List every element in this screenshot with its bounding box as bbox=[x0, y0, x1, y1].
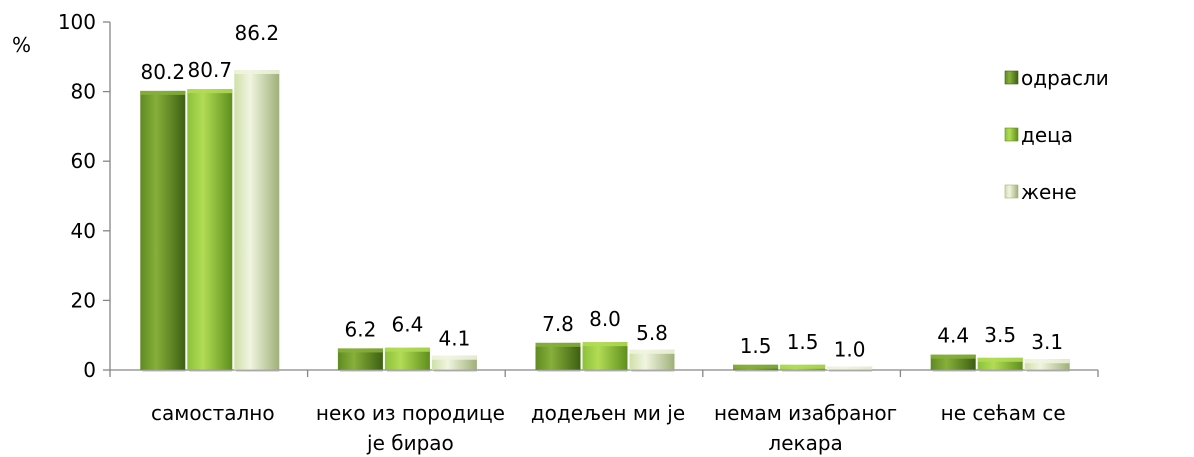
legend: одрасли деца жене bbox=[1004, 66, 1109, 204]
bar-cap bbox=[1024, 359, 1070, 364]
bar-shadow bbox=[829, 369, 873, 372]
bar-shadow bbox=[631, 369, 675, 372]
category-label: додељен ми је bbox=[531, 401, 685, 425]
bar-cap bbox=[733, 364, 779, 369]
bar-shadow bbox=[782, 369, 826, 372]
legend-label: жене bbox=[1021, 180, 1077, 204]
bar-cap bbox=[780, 364, 826, 369]
bar bbox=[187, 89, 233, 370]
bar bbox=[629, 349, 675, 370]
bar-cap bbox=[384, 347, 430, 352]
bar-cap bbox=[977, 357, 1023, 362]
legend-swatch bbox=[1004, 184, 1019, 199]
bar bbox=[582, 342, 628, 370]
bar-shadow bbox=[433, 369, 477, 372]
bar-shadow bbox=[189, 369, 233, 372]
data-label: 6.2 bbox=[344, 317, 376, 341]
bar-cap bbox=[431, 355, 477, 360]
data-label: 8.0 bbox=[589, 307, 621, 331]
axes: 0 20 40 60 80 100% самостално неко из породице ј… bbox=[12, 10, 1099, 455]
bar-cap bbox=[187, 89, 233, 94]
data-label: 7.8 bbox=[542, 312, 574, 336]
data-label: 6.4 bbox=[391, 313, 423, 337]
data-label: 86.2 bbox=[235, 21, 280, 45]
data-label: 1.5 bbox=[787, 330, 819, 354]
bar-cap bbox=[930, 354, 976, 359]
bar-cap bbox=[140, 90, 186, 95]
y-axis-unit: % bbox=[12, 33, 31, 57]
bar-shadow bbox=[537, 369, 581, 372]
legend-item: одрасли bbox=[1004, 66, 1109, 90]
legend-item: жене bbox=[1004, 180, 1077, 204]
bar-shadow bbox=[339, 369, 383, 372]
category-label: самостално bbox=[151, 401, 275, 425]
data-label: 1.0 bbox=[834, 338, 866, 362]
data-labels: 80.2 80.786.2 6.2 6.4 4.1 7.8 8.0 5.8 1.5 1.5 1.0 4… bbox=[141, 21, 1064, 361]
bar-cap bbox=[535, 342, 581, 347]
bar-shadow bbox=[932, 369, 976, 372]
bars bbox=[140, 70, 1070, 372]
bar-shadow bbox=[386, 369, 430, 372]
bar-shadow bbox=[979, 369, 1023, 372]
bar bbox=[384, 347, 430, 370]
data-label: 1.5 bbox=[740, 334, 772, 358]
y-tick-label: 60 bbox=[71, 149, 96, 173]
legend-item: деца bbox=[1004, 123, 1073, 147]
legend-swatch bbox=[1004, 127, 1019, 142]
bar-cap bbox=[827, 366, 873, 370]
data-label: 5.8 bbox=[636, 321, 668, 345]
y-tick-label: 80 bbox=[71, 80, 96, 104]
data-label: 80.2 bbox=[141, 60, 186, 84]
bar-cap bbox=[234, 70, 280, 75]
category-label: је бирао bbox=[366, 431, 454, 455]
legend-label: деца bbox=[1021, 123, 1073, 147]
bar-shadow bbox=[142, 369, 186, 372]
data-label: 3.1 bbox=[1031, 330, 1063, 354]
bar-shadow bbox=[735, 369, 779, 372]
bar bbox=[535, 342, 581, 370]
category-label: лекара bbox=[768, 431, 842, 455]
data-label: 4.1 bbox=[438, 327, 470, 351]
bar-shadow bbox=[1026, 369, 1070, 372]
data-label: 80.7 bbox=[188, 58, 233, 82]
y-tick-label: 20 bbox=[71, 288, 96, 312]
category-label: не сећам се bbox=[941, 401, 1066, 425]
bar-shadow bbox=[584, 369, 628, 372]
bar-shadow bbox=[236, 369, 280, 372]
legend-label: одрасли bbox=[1021, 66, 1109, 90]
bar bbox=[1024, 359, 1070, 370]
y-tick-label: 40 bbox=[71, 219, 96, 243]
category-label: немам изабраног bbox=[714, 401, 897, 425]
bar bbox=[234, 70, 280, 371]
legend-swatch bbox=[1004, 70, 1019, 85]
data-label: 3.5 bbox=[984, 323, 1016, 347]
bar-cap bbox=[629, 349, 675, 354]
bar bbox=[337, 348, 383, 370]
y-tick-label: 0 bbox=[83, 358, 96, 382]
y-tick-label: 100 bbox=[58, 10, 96, 34]
bar-cap bbox=[582, 342, 628, 347]
category-label: неко из породице bbox=[316, 401, 505, 425]
bar-cap bbox=[337, 348, 383, 353]
bar bbox=[140, 90, 186, 371]
data-label: 4.4 bbox=[937, 324, 969, 348]
